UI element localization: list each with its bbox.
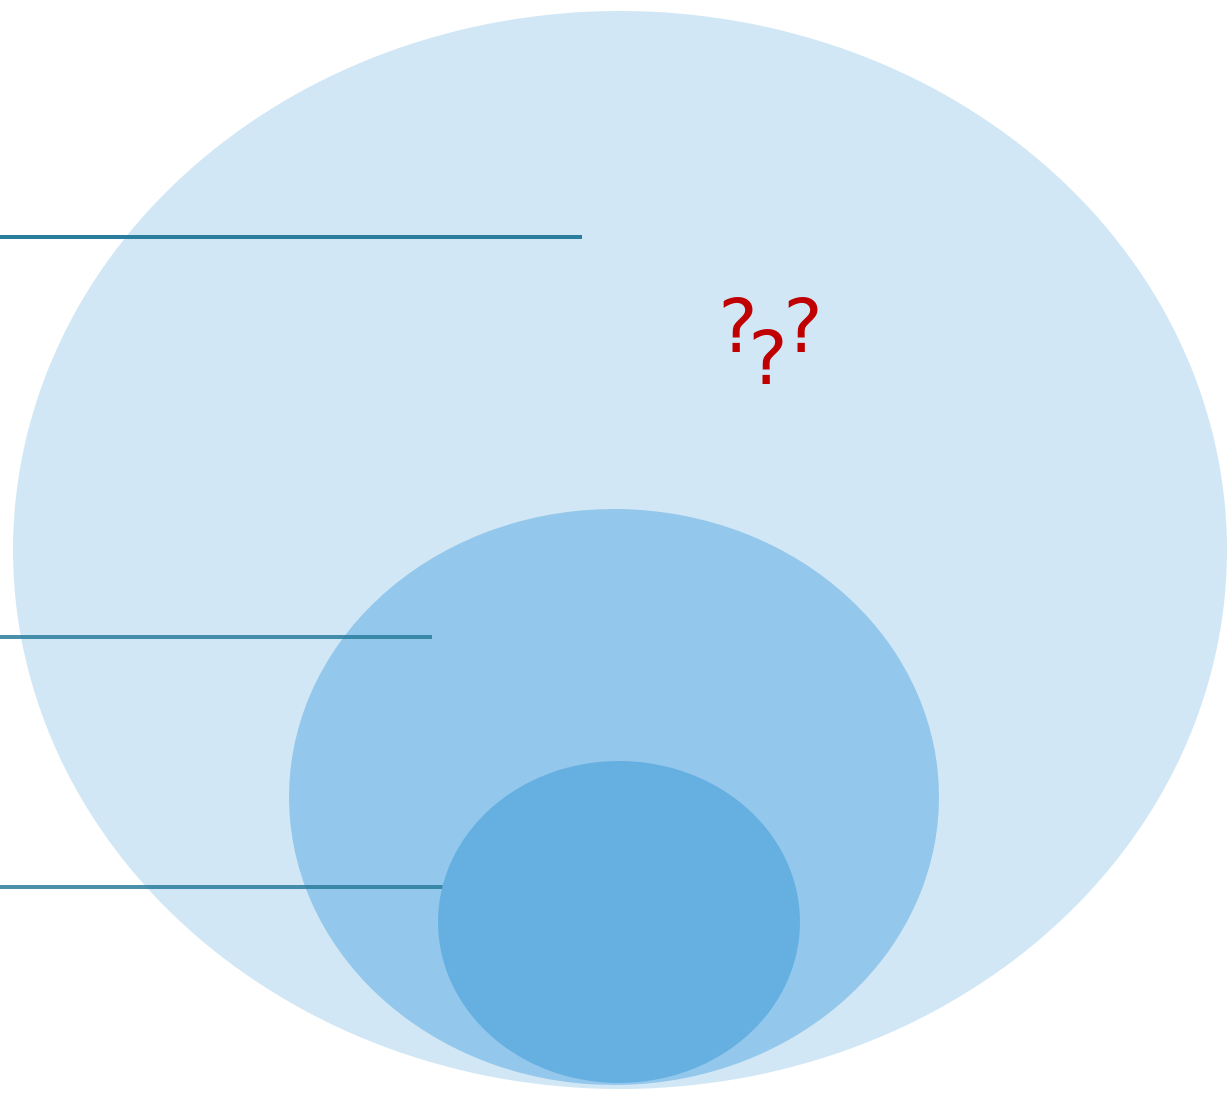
question-mark-center: ? xyxy=(748,316,787,402)
question-mark-left: ? xyxy=(718,284,757,370)
inner-ellipse xyxy=(438,761,800,1083)
question-mark-right: ? xyxy=(783,284,822,370)
